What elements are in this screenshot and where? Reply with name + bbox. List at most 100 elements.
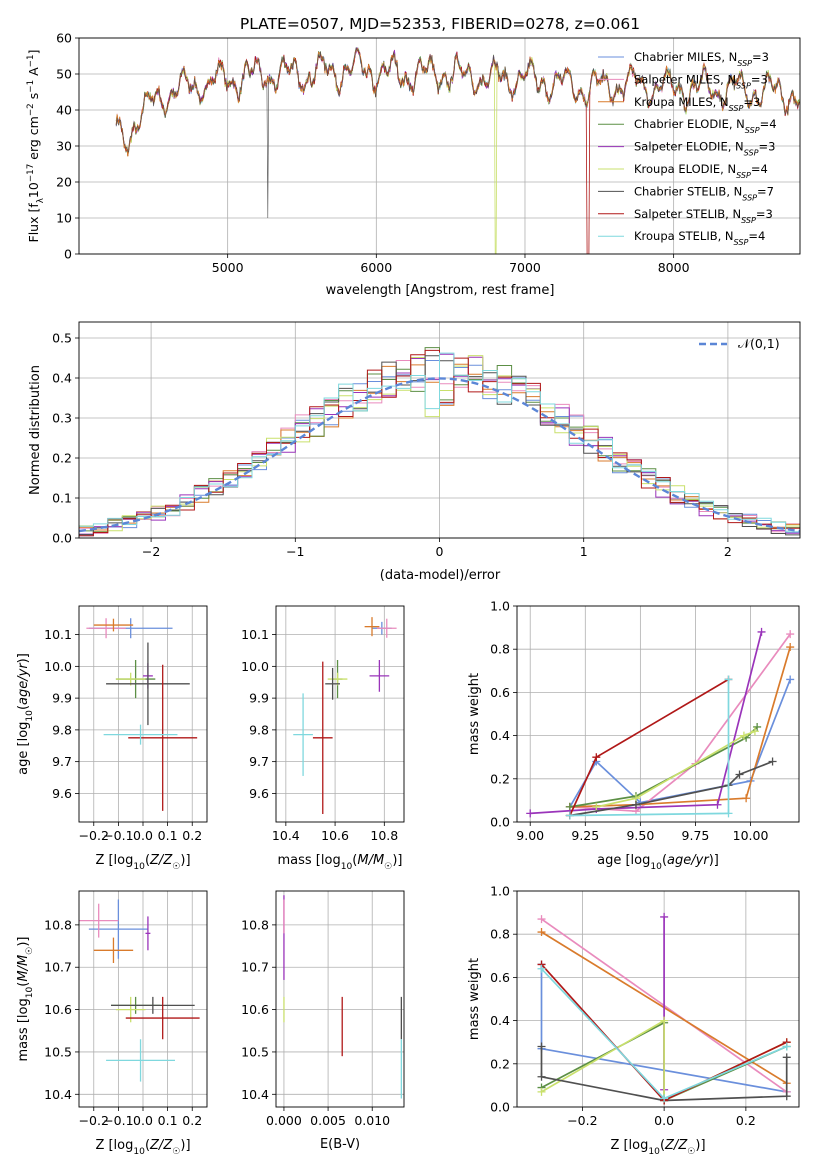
weight-marker: [782, 1053, 791, 1062]
spectrum-panel: 5000 6000 7000 8000 0 10 20 30 40 50 60 wavelength …: [26, 31, 801, 298]
weight-series-8: [565, 675, 733, 820]
weight-vs-Z-panel: −0.2 0.0 0.2 0.0 0.2 0.4 0.6 0.8 1.0 Z [log10(Z/Z…: [467, 884, 800, 1157]
y-tick-label: 0.0: [490, 1100, 510, 1115]
age-vs-Z-panel-y-label: age [log10(age/yr)]: [16, 653, 35, 775]
legend-entry-2: Kroupa MILES, NSSP=3: [634, 95, 760, 113]
y-tick-label: 0.3: [52, 411, 72, 426]
x-tick-label: 0.005: [310, 1113, 346, 1128]
weight-marker: [739, 731, 748, 740]
mass-vs-Z-panel: −0.2−0.1 0.0 0.1 0.2 10.4 10.5 10.6 10.7 10.8 Z […: [16, 890, 208, 1157]
y-tick-label: 10.8: [241, 917, 269, 932]
y-tick-label: 0.0: [52, 531, 72, 546]
data-point-1: [86, 618, 126, 639]
x-tick-label: 9.75: [682, 828, 710, 843]
weight-marker: [526, 809, 535, 818]
y-tick-label: 0.4: [52, 371, 72, 386]
x-tick-label: 5000: [212, 260, 244, 275]
x-tick-label: 0.2: [182, 828, 202, 843]
data-point-8: [293, 693, 313, 776]
y-tick-label: 0.4: [490, 728, 510, 743]
x-tick-label: 10.6: [321, 828, 349, 843]
weight-vs-age-panel-y-label: mass weight: [467, 673, 482, 755]
data-point-1: [79, 903, 119, 938]
data-point-6: [111, 996, 195, 1014]
y-tick-label: 40: [56, 103, 72, 118]
y-tick-label: 10.7: [44, 960, 72, 975]
x-tick-label: 0.0: [133, 1113, 153, 1128]
age-vs-mass-panel-x-label: mass [log10(M/M☉)]: [278, 853, 403, 872]
weight-marker: [592, 753, 601, 762]
y-tick-label: 0.2: [490, 1056, 510, 1071]
y-tick-label: 9.6: [52, 786, 72, 801]
x-tick-label: −0.2: [567, 1113, 597, 1128]
x-tick-label: 8000: [658, 260, 690, 275]
weight-marker: [735, 770, 744, 779]
legend-entry-3: Chabrier ELODIE, NSSP=4: [634, 117, 777, 135]
plot-area: [79, 899, 200, 1082]
weight-marker: [782, 1092, 791, 1101]
x-tick-label: −2: [142, 544, 160, 559]
x-tick-label: 10.8: [370, 828, 398, 843]
gridlines: [517, 890, 799, 1108]
data-point-4: [369, 660, 390, 692]
y-tick-label: 9.7: [52, 754, 72, 769]
plot-area: [86, 618, 198, 811]
normal-curve: [79, 377, 800, 533]
plot-area: [293, 617, 397, 815]
age-vs-Z-panel: −0.2−0.1 0.0 0.1 0.2 9.6 9.7 9.8 9.9 10.0 10.1 Z […: [16, 605, 208, 872]
weight-line: [596, 730, 756, 808]
residuals-y-label: Normed distribution: [28, 365, 43, 495]
weight-line: [569, 633, 791, 813]
residuals-panel: −2 −1 0 1 2 0.0 0.1 0.2 0.3 0.4 0.5 𝒩(0,1) (data-mod…: [28, 321, 801, 583]
y-tick-label: 9.8: [249, 722, 269, 737]
mass-vs-Z-panel-x-label: Z [log10(Z/Z☉)]: [95, 1138, 190, 1157]
weight-marker: [660, 1094, 669, 1103]
data-point-6: [325, 667, 340, 700]
weight-marker: [537, 928, 546, 937]
x-tick-label: 9.50: [626, 828, 654, 843]
x-tick-label: 0.0: [654, 1113, 674, 1128]
y-tick-label: 0.2: [52, 451, 72, 466]
weight-vs-age-panel-x-label: age [log10(age/yr)]: [597, 853, 719, 872]
plot-area: [526, 627, 795, 820]
data-point-7: [125, 996, 200, 1040]
data-point-4: [145, 916, 151, 951]
legend-entry-5: Kroupa ELODIE, NSSP=4: [634, 162, 768, 180]
legend-entry-1: Salpeter MILES, NSSP=3: [634, 72, 768, 90]
legend-entry-7: Salpeter STELIB, NSSP=3: [634, 207, 773, 225]
axes-frame: [275, 605, 405, 823]
x-tick-label: 0.1: [158, 1113, 178, 1128]
spectrum-legend: Chabrier MILES, NSSP=3 Salpeter MILES, NS…: [598, 50, 777, 247]
age-vs-mass-panel: 10.4 10.6 10.8 9.6 9.7 9.8 9.9 10.0 10.1 mass [lo…: [241, 605, 405, 872]
data-point-8: [106, 1039, 175, 1082]
weight-marker: [565, 811, 574, 820]
axes-frame: [78, 605, 208, 823]
data-point-8: [103, 724, 178, 745]
x-tick-label: −0.1: [103, 828, 133, 843]
y-tick-label: 9.9: [52, 691, 72, 706]
data-point-2: [93, 618, 134, 632]
histogram-series-8: [79, 352, 800, 533]
weight-series-1: [565, 630, 795, 816]
data-point-6: [106, 642, 190, 726]
weight-marker: [724, 809, 733, 818]
spectrum-x-label: wavelength [Angstrom, rest frame]: [326, 283, 555, 298]
x-tick-label: −0.2: [79, 1113, 109, 1128]
plot-area: [283, 895, 403, 1099]
y-tick-label: 60: [56, 31, 72, 46]
weight-marker: [660, 1016, 669, 1025]
plot-area: [537, 912, 791, 1105]
weight-line: [569, 678, 729, 816]
residuals-x-label: (data-model)/error: [380, 568, 501, 583]
plot-area: [115, 47, 800, 254]
figure-title: PLATE=0507, MJD=52353, FIBERID=0278, z=0…: [240, 15, 640, 33]
y-tick-label: 10: [56, 211, 72, 226]
y-tick-label: 10.4: [44, 1087, 72, 1102]
y-tick-label: 0.2: [490, 771, 510, 786]
y-tick-label: 9.7: [249, 754, 269, 769]
y-tick-label: 10.8: [44, 917, 72, 932]
y-tick-label: 9.8: [52, 722, 72, 737]
weight-series-5: [592, 727, 759, 811]
x-tick-label: 0.2: [182, 1113, 202, 1128]
weight-vs-Z-panel-y-label: mass weight: [467, 958, 482, 1040]
